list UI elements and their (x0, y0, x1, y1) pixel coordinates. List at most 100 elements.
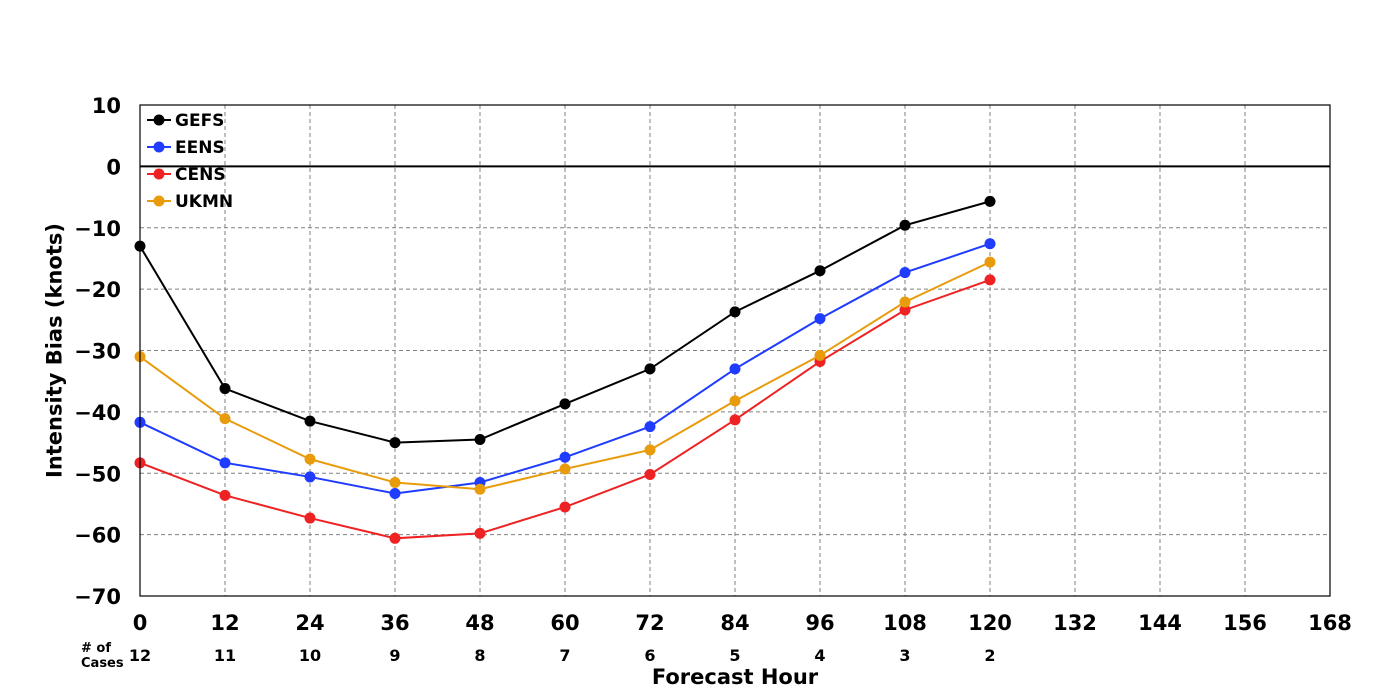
x-tick-label: 48 (465, 611, 494, 635)
legend-label: EENS (175, 138, 225, 158)
data-point-gefs (559, 398, 571, 410)
data-point-ukmn (559, 463, 571, 475)
series-lines (134, 195, 996, 544)
case-count: 11 (214, 646, 236, 665)
legend-marker (153, 141, 165, 153)
data-point-ukmn (814, 349, 826, 361)
legend-item-gefs: GEFS (147, 111, 224, 131)
case-count: 3 (899, 646, 910, 665)
data-point-ukmn (984, 256, 996, 268)
data-point-gefs (304, 415, 316, 427)
x-tick-label: 36 (380, 611, 409, 635)
x-tick-label: 72 (635, 611, 664, 635)
data-point-ukmn (644, 444, 656, 456)
y-tick-label: 10 (92, 94, 121, 118)
data-point-cens (559, 501, 571, 513)
legend-label: GEFS (175, 111, 224, 131)
series-gefs (134, 195, 996, 449)
x-tick-label: 0 (133, 611, 148, 635)
x-tick-label: 168 (1308, 611, 1352, 635)
data-point-ukmn (304, 453, 316, 465)
data-point-gefs (644, 363, 656, 375)
x-tick-label: 144 (1138, 611, 1182, 635)
data-point-cens (729, 414, 741, 426)
data-point-ukmn (899, 296, 911, 308)
legend-label: CENS (175, 165, 226, 185)
legend-marker (153, 195, 165, 207)
case-count: 4 (814, 646, 825, 665)
y-axis-title: Intensity Bias (knots) (42, 223, 66, 478)
case-count: 7 (559, 646, 570, 665)
legend-marker (153, 114, 165, 126)
legend-item-eens: EENS (147, 138, 225, 158)
series-ukmn (134, 256, 996, 495)
data-point-gefs (389, 437, 401, 449)
data-point-gefs (219, 383, 231, 395)
data-point-cens (899, 304, 911, 316)
legend-item-cens: CENS (147, 165, 226, 185)
series-eens (134, 238, 996, 500)
cases-row: # of Cases 12 11 10 9 8 7 6 5 4 3 2 (81, 641, 996, 671)
x-tick-label: 108 (883, 611, 927, 635)
x-tick-label: 12 (210, 611, 239, 635)
x-tick-label: 24 (295, 611, 324, 635)
y-tick-label: −40 (74, 401, 121, 425)
y-tick-label: 0 (106, 155, 121, 179)
data-point-eens (644, 421, 656, 433)
legend-label: UKMN (175, 192, 233, 212)
data-point-eens (899, 267, 911, 279)
x-axis-title: Forecast Hour (652, 665, 819, 689)
data-point-gefs (474, 433, 486, 445)
plot-frame (139, 104, 1331, 597)
cases-label: # of Cases (81, 641, 124, 671)
data-point-cens (219, 489, 231, 501)
data-point-eens (389, 488, 401, 500)
legend-item-ukmn: UKMN (147, 192, 233, 212)
y-tick-label: −60 (74, 524, 121, 548)
data-point-cens (389, 532, 401, 544)
case-count: 10 (299, 646, 321, 665)
x-tick-label: 120 (968, 611, 1012, 635)
case-count: 6 (644, 646, 655, 665)
y-tick-label: −10 (74, 217, 121, 241)
data-point-gefs (814, 265, 826, 277)
data-point-ukmn (219, 413, 231, 425)
data-point-eens (219, 457, 231, 469)
data-point-eens (984, 238, 996, 250)
legend: GEFS EENS CENS UKMN (147, 111, 233, 212)
data-point-eens (559, 451, 571, 463)
x-tick-label: 60 (550, 611, 579, 635)
y-tick-label: −20 (74, 278, 121, 302)
data-point-cens (644, 468, 656, 480)
x-tick-label: 132 (1053, 611, 1097, 635)
case-count: 8 (474, 646, 485, 665)
data-point-cens (984, 274, 996, 286)
data-point-cens (474, 527, 486, 539)
y-tick-labels: 10 0 −10 −20 −30 −40 −50 −60 −70 (74, 94, 121, 609)
data-point-ukmn (389, 476, 401, 488)
case-count: 9 (389, 646, 400, 665)
data-point-ukmn (474, 483, 486, 495)
data-point-ukmn (729, 395, 741, 407)
case-count: 2 (984, 646, 995, 665)
case-count: 5 (729, 646, 740, 665)
data-point-gefs (899, 219, 911, 231)
x-tick-labels: 0 12 24 36 48 60 72 84 96 108 120 132 144 156 168 (133, 611, 1352, 635)
x-tick-label: 96 (805, 611, 834, 635)
y-tick-label: −50 (74, 462, 121, 486)
x-tick-label: 84 (720, 611, 749, 635)
series-cens (134, 274, 996, 544)
data-point-eens (814, 313, 826, 325)
y-tick-label: −30 (74, 340, 121, 364)
legend-marker (153, 168, 165, 180)
data-point-eens (304, 471, 316, 483)
data-point-eens (729, 363, 741, 375)
case-count: 12 (129, 646, 151, 665)
x-tick-label: 156 (1223, 611, 1267, 635)
y-tick-label: −70 (74, 585, 121, 609)
data-point-gefs (729, 306, 741, 318)
data-point-cens (304, 512, 316, 524)
data-point-gefs (984, 195, 996, 207)
grid-lines (140, 105, 1330, 596)
